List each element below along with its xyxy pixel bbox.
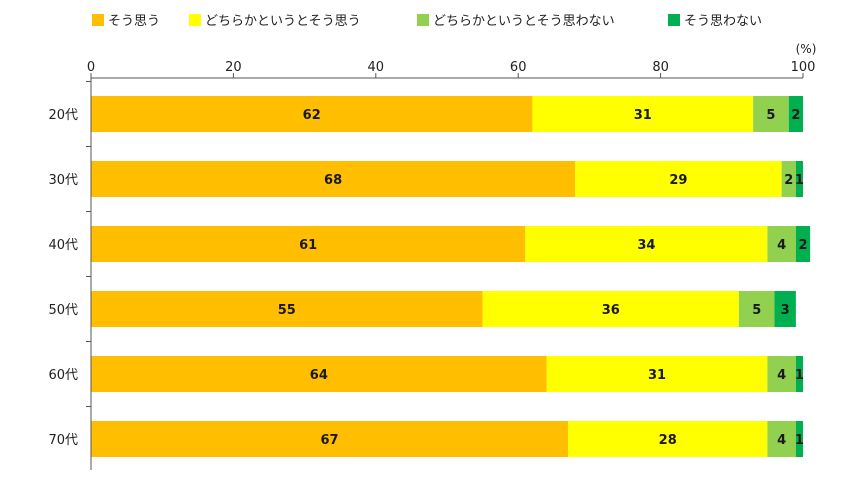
- x-tick-label-100: 100: [791, 60, 816, 75]
- category-label-5: 70代: [48, 433, 78, 448]
- bar-1-1: [575, 161, 782, 197]
- bar-0-3: [788, 96, 803, 132]
- bar-2-1: [525, 226, 768, 262]
- category-label-2: 40代: [48, 238, 78, 253]
- data-label-4-1: 31: [648, 368, 666, 383]
- data-label-2-1: 34: [637, 238, 655, 253]
- legend-label-2: どちらかというとそう思わない: [433, 14, 615, 29]
- bar-5-2: [767, 421, 796, 457]
- x-tick-label-40: 40: [368, 60, 385, 75]
- legend-swatch-3: [668, 14, 680, 26]
- bar-3-2: [738, 291, 775, 327]
- bar-4-0: [91, 356, 547, 392]
- data-label-4-2: 4: [777, 368, 786, 383]
- data-label-0-1: 31: [634, 108, 652, 123]
- x-tick-label-80: 80: [652, 60, 669, 75]
- x-tick-label-20: 20: [225, 60, 242, 75]
- category-label-0: 20代: [48, 108, 78, 123]
- data-label-5-1: 28: [659, 433, 677, 448]
- bar-5-0: [91, 421, 569, 457]
- data-label-3-2: 5: [752, 303, 761, 318]
- bar-4-2: [767, 356, 796, 392]
- axes: [86, 77, 803, 470]
- bar-4-3: [795, 356, 803, 392]
- bar-4-1: [546, 356, 768, 392]
- bar-3-1: [482, 291, 739, 327]
- data-label-5-2: 4: [777, 433, 786, 448]
- data-label-4-3: 1: [795, 368, 804, 383]
- category-label-1: 30代: [48, 173, 78, 188]
- data-label-1-0: 68: [324, 173, 342, 188]
- legend-swatch-1: [189, 14, 201, 26]
- legend-swatch-0: [92, 14, 104, 26]
- legend-label-3: そう思わない: [684, 14, 762, 29]
- data-label-3-3: 3: [781, 303, 790, 318]
- bar-5-1: [568, 421, 768, 457]
- data-label-0-0: 62: [303, 108, 321, 123]
- data-label-3-0: 55: [278, 303, 296, 318]
- data-label-0-3: 2: [791, 108, 800, 123]
- bar-3-3: [774, 291, 796, 327]
- bar-2-0: [91, 226, 526, 262]
- category-labels: 20代 30代 40代 50代 60代 70代: [48, 108, 78, 448]
- data-label-1-1: 29: [669, 173, 687, 188]
- data-label-1-3: 1: [795, 173, 804, 188]
- category-label-4: 60代: [48, 368, 78, 383]
- bar-3-0: [91, 291, 483, 327]
- x-tick-label-60: 60: [510, 60, 527, 75]
- bar-5-3: [795, 421, 803, 457]
- data-label-4-0: 64: [310, 368, 328, 383]
- bar-2-2: [767, 226, 796, 262]
- legend-swatch-2: [417, 14, 429, 26]
- x-tick-label-0: 0: [87, 60, 95, 75]
- data-label-5-3: 1: [795, 433, 804, 448]
- bar-2-3: [795, 226, 811, 262]
- data-label-1-2: 2: [784, 173, 793, 188]
- bar-0-2: [753, 96, 789, 132]
- bars: 62 31 5 268 29 2 161 34 4 255 36 5 364 31 4 167 28 4 1: [91, 96, 811, 457]
- x-axis-ticks: 0 20 40 60 80 100: [87, 60, 816, 78]
- data-label-0-2: 5: [766, 108, 775, 123]
- data-label-2-3: 2: [798, 238, 807, 253]
- legend-label-1: どちらかというとそう思う: [205, 14, 361, 29]
- data-label-3-1: 36: [602, 303, 620, 318]
- data-label-5-0: 67: [320, 433, 338, 448]
- data-label-2-0: 61: [299, 238, 317, 253]
- bar-1-0: [91, 161, 576, 197]
- legend: そう思う どちらかというとそう思う どちらかというとそう思わない そう思わない: [92, 14, 762, 29]
- data-label-2-2: 4: [777, 238, 786, 253]
- bar-1-3: [795, 161, 803, 197]
- unit-label: (%): [796, 42, 817, 56]
- bar-0-0: [91, 96, 533, 132]
- legend-label-0: そう思う: [108, 14, 160, 29]
- bar-1-2: [781, 161, 796, 197]
- bar-0-1: [532, 96, 754, 132]
- category-label-3: 50代: [48, 303, 78, 318]
